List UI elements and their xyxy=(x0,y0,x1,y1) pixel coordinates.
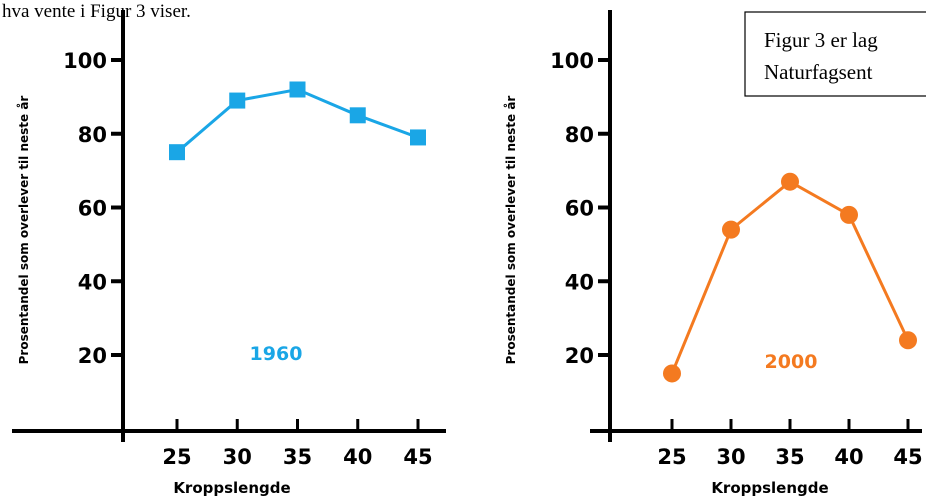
year-annotation: 1960 xyxy=(250,343,303,365)
y-axis-title: Prosentandel som overlever til neste år xyxy=(17,96,31,365)
chart-1960: 20 40 60 80 100 25 30 35 40 45 Kroppslengde Prosent… xyxy=(12,10,446,497)
x-axis-title: Kroppslengde xyxy=(173,479,290,497)
x-tick-label: 35 xyxy=(283,445,312,469)
note-box-frame xyxy=(744,11,926,97)
x-tick-label: 45 xyxy=(893,445,922,469)
data-point xyxy=(289,81,306,98)
data-point xyxy=(722,220,740,239)
y-tick-label: 60 xyxy=(565,197,594,221)
y-tick-label: 40 xyxy=(565,270,594,294)
y-tick-label: 100 xyxy=(63,49,107,73)
note-line-2: Naturfagsent xyxy=(764,60,873,84)
series-line xyxy=(670,179,910,375)
data-point xyxy=(663,364,681,383)
x-tick-label: 30 xyxy=(223,445,252,469)
data-point xyxy=(349,107,366,124)
y-tick-label: 60 xyxy=(78,197,107,221)
x-tick-label: 25 xyxy=(162,445,191,469)
y-tick-label: 80 xyxy=(565,123,594,147)
data-point xyxy=(840,205,858,224)
top-text: hva vente i Figur 3 viser. xyxy=(2,1,191,22)
data-point xyxy=(899,331,917,350)
data-point xyxy=(169,144,185,161)
y-axis-title: Prosentandel som overlever til neste år xyxy=(504,96,518,365)
x-tick-label: 25 xyxy=(657,445,686,469)
x-tick-label: 35 xyxy=(775,445,804,469)
note-line-1: Figur 3 er lag xyxy=(764,28,878,52)
data-point xyxy=(229,92,246,109)
data-point xyxy=(781,172,799,191)
note-box: Figur 3 er lag Naturfagsent xyxy=(744,11,926,97)
y-tick-label: 20 xyxy=(78,344,107,368)
x-axis-title: Kroppslengde xyxy=(711,479,828,497)
data-point xyxy=(410,129,426,146)
year-annotation: 2000 xyxy=(765,351,818,373)
y-tick-label: 20 xyxy=(565,344,594,368)
x-tick-label: 30 xyxy=(716,445,745,469)
x-tick-label: 45 xyxy=(403,445,432,469)
x-tick-label: 40 xyxy=(343,445,372,469)
x-tick-label: 40 xyxy=(834,445,863,469)
series-line xyxy=(176,87,419,154)
y-tick-label: 80 xyxy=(78,123,107,147)
chart-2000: 20 40 60 80 100 25 30 35 40 45 Kroppslengde Prosent… xyxy=(504,10,923,497)
y-tick-label: 100 xyxy=(550,49,594,73)
y-tick-label: 40 xyxy=(78,270,107,294)
